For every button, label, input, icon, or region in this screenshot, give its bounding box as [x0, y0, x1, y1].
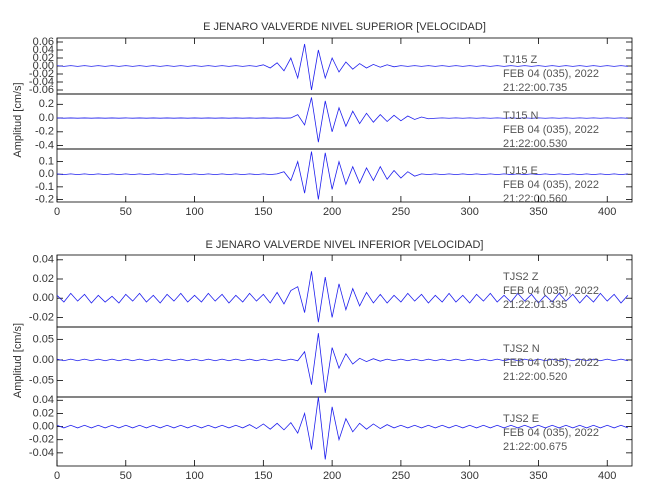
y-tick-label: -0.06 — [29, 84, 54, 96]
x-tick-label: 150 — [254, 206, 272, 218]
x-tick-label: 0 — [54, 470, 60, 482]
y-tick-label: 0.00 — [33, 354, 54, 366]
annotation: 21:22:01.335 — [503, 299, 567, 311]
annotation: TJ15 Z — [503, 54, 538, 66]
x-tick-label: 350 — [529, 470, 547, 482]
annotation: FEB 04 (035), 2022 — [503, 357, 599, 369]
annotation: FEB 04 (035), 2022 — [503, 124, 599, 136]
annotation: FEB 04 (035), 2022 — [503, 179, 599, 191]
x-tick-label: 0 — [54, 206, 60, 218]
annotation: FEB 04 (035), 2022 — [503, 68, 599, 80]
y-tick-label: -0.04 — [29, 76, 54, 88]
panel-frame — [56, 396, 633, 467]
y-tick-label: 0.00 — [33, 60, 54, 72]
annotation: FEB 04 (035), 2022 — [503, 285, 599, 297]
x-tick-label: 400 — [598, 206, 616, 218]
x-tick-label: 50 — [120, 470, 132, 482]
x-tick-label: 250 — [392, 206, 410, 218]
annotation: 21:22:00.735 — [503, 82, 567, 94]
y-tick-label: 0.02 — [33, 273, 54, 285]
waveform — [56, 271, 629, 323]
y-tick-label: -0.4 — [35, 139, 54, 151]
y-tick-label: -0.04 — [29, 447, 54, 459]
y-axis-label: Amplitud [cm/s] — [12, 323, 24, 398]
x-tick-label: 350 — [529, 206, 547, 218]
y-tick-label: 0.04 — [33, 394, 54, 406]
x-tick-label: 250 — [392, 470, 410, 482]
y-tick-label: 0.02 — [33, 52, 54, 64]
x-tick-label: 200 — [323, 470, 341, 482]
y-tick-label: 0.2 — [39, 98, 54, 110]
y-tick-label: -0.02 — [29, 68, 54, 80]
y-tick-label: -0.02 — [29, 311, 54, 323]
y-axis-label: Amplitud [cm/s] — [12, 82, 24, 157]
y-tick-label: -0.1 — [35, 181, 54, 193]
y-tick-label: -0.05 — [29, 374, 54, 386]
x-tick-label: 300 — [460, 206, 478, 218]
annotation: TJS2 Z — [503, 271, 539, 283]
x-tick-label: 400 — [598, 470, 616, 482]
y-tick-label: -0.2 — [35, 193, 54, 205]
waveform — [56, 43, 628, 91]
y-tick-label: 0.1 — [39, 156, 54, 168]
annotation: TJS2 N — [503, 343, 540, 355]
y-tick-label: -0.2 — [35, 126, 54, 138]
x-tick-label: 50 — [120, 206, 132, 218]
y-tick-label: 0.0 — [39, 112, 54, 124]
waveform — [56, 396, 629, 460]
waveform — [56, 151, 628, 200]
waveform — [56, 333, 628, 393]
y-tick-label: 0.02 — [33, 407, 54, 419]
annotation: 21:22:00.675 — [503, 441, 567, 453]
annotation: TJ15 N — [503, 110, 539, 122]
y-tick-label: 0.04 — [33, 254, 54, 266]
x-tick-label: 100 — [185, 470, 203, 482]
annotation: 21:22:00.560 — [503, 193, 567, 205]
x-tick-label: 150 — [254, 470, 272, 482]
y-tick-label: 0.04 — [33, 44, 54, 56]
x-tick-label: 200 — [323, 206, 341, 218]
y-tick-label: 0.06 — [33, 36, 54, 48]
annotation: 21:22:00.530 — [503, 138, 567, 150]
y-tick-label: 0.00 — [33, 292, 54, 304]
waveform — [56, 97, 628, 143]
annotation: FEB 04 (035), 2022 — [503, 427, 599, 439]
annotation: TJS2 E — [503, 413, 539, 425]
annotation: 21:22:00.520 — [503, 371, 567, 383]
x-tick-label: 100 — [185, 206, 203, 218]
panel-frame — [56, 148, 633, 203]
y-tick-label: -0.02 — [29, 434, 54, 446]
chart-title: E JENARO VALVERDE NIVEL SUPERIOR [VELOCI… — [203, 21, 486, 33]
y-tick-label: 0.00 — [33, 420, 54, 432]
chart-title: E JENARO VALVERDE NIVEL INFERIOR [VELOCI… — [206, 239, 484, 251]
x-tick-label: 300 — [460, 470, 478, 482]
y-tick-label: 0.0 — [39, 168, 54, 180]
y-tick-label: 0.05 — [33, 333, 54, 345]
annotation: TJ15 E — [503, 165, 538, 177]
